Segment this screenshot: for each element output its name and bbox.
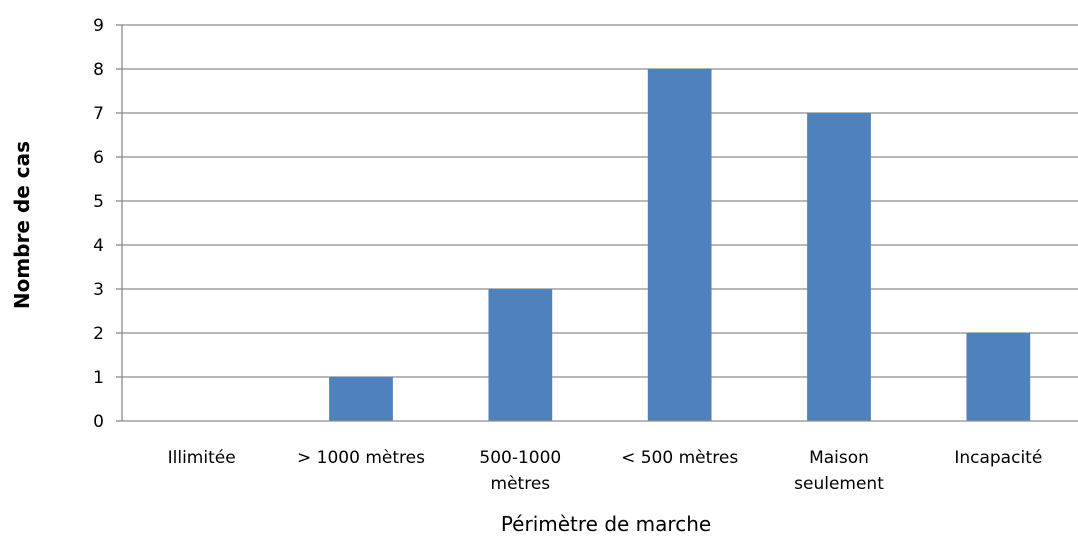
y-tick-label: 1: [93, 368, 104, 388]
x-axis-title: Périmètre de marche: [501, 512, 711, 536]
x-tick-label: Maison seulement: [794, 448, 884, 494]
bar: [647, 69, 712, 421]
x-tick-label: 500-1000 mètres: [479, 448, 561, 494]
x-tick-label: Incapacité: [954, 448, 1042, 468]
gridlines: [122, 24, 1078, 378]
bar: [966, 333, 1031, 421]
bar: [329, 377, 393, 421]
y-tick-label: 0: [93, 412, 104, 432]
y-tick-label: 9: [93, 16, 104, 36]
x-tick-label: Illimitée: [168, 448, 236, 468]
y-tick-label: 4: [93, 236, 104, 256]
y-tick-label: 6: [93, 148, 104, 168]
bar: [807, 113, 871, 421]
bars: [329, 69, 1031, 421]
x-tick-label: > 1000 mètres: [297, 448, 425, 468]
y-axis-title: Nombre de cas: [10, 141, 34, 309]
x-tick-labels: Illimitée > 1000 mètres 500-1000 mètres < 50…: [168, 448, 1043, 494]
y-tick-label: 8: [93, 60, 104, 80]
y-tick-label: 3: [93, 280, 104, 300]
y-tick-label: 7: [93, 104, 104, 124]
axes: [116, 24, 1078, 422]
y-tick-label: 2: [93, 324, 104, 344]
y-tick-labels: 0 1 2 3 4 5 6 7 8 9: [93, 16, 104, 432]
y-tick-label: 5: [93, 192, 104, 212]
x-tick-label: < 500 mètres: [621, 448, 738, 468]
bar: [488, 289, 553, 421]
